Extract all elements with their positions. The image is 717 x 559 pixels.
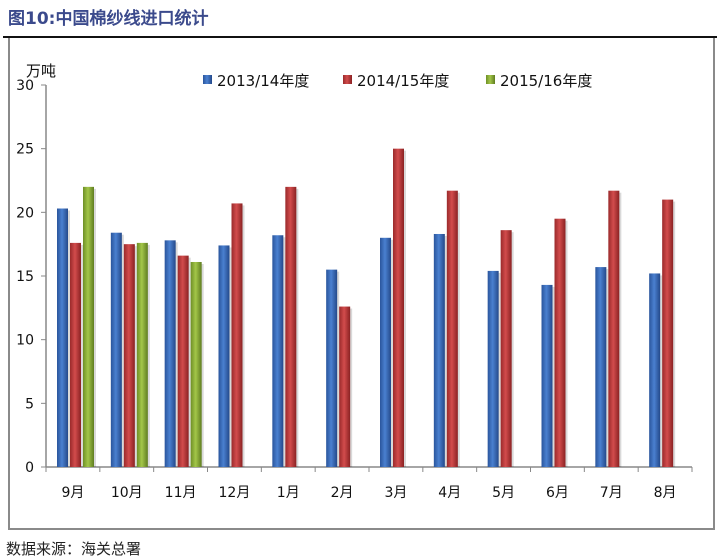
y-tick-label: 0 <box>25 460 34 476</box>
bar-2015/16年度-11月 <box>190 261 202 467</box>
x-tick-label: 3月 <box>384 485 407 501</box>
bar-2013/14年度-5月 <box>487 270 499 467</box>
x-tick-label: 12月 <box>219 485 251 501</box>
legend-label-1: 2014/15年度 <box>357 72 449 90</box>
bar-2014/15年度-10月 <box>123 244 135 467</box>
bar-2013/14年度-8月 <box>649 273 661 467</box>
x-tick-label: 10月 <box>111 485 143 501</box>
x-tick-label: 11月 <box>165 485 197 501</box>
chart-frame <box>8 38 715 530</box>
legend-swatch-2 <box>486 75 495 84</box>
x-tick-label: 5月 <box>492 485 515 501</box>
bar-2014/15年度-7月 <box>608 190 620 468</box>
bar-2015/16年度-10月 <box>136 242 148 467</box>
legend-swatch-1 <box>343 75 352 84</box>
legend-label-0: 2013/14年度 <box>217 72 309 90</box>
y-tick-label: 25 <box>16 142 34 158</box>
bar-2014/15年度-8月 <box>662 199 674 467</box>
bar-2013/14年度-7月 <box>595 267 607 467</box>
figure-title: 图10:中国棉纱线进口统计 <box>8 9 209 29</box>
bar-2013/14年度-11月 <box>164 240 176 467</box>
x-tick-label: 9月 <box>61 485 84 501</box>
source-note: 数据来源：海关总署 <box>6 540 142 558</box>
bar-2014/15年度-9月 <box>70 242 81 467</box>
bar-2014/15年度-3月 <box>393 148 404 467</box>
bar-2013/14年度-3月 <box>380 237 391 467</box>
bar-2014/15年度-2月 <box>339 306 351 467</box>
y-tick-label: 20 <box>16 205 34 221</box>
x-tick-label: 2月 <box>331 485 354 501</box>
x-tick-label: 8月 <box>654 485 677 501</box>
bar-2014/15年度-6月 <box>554 218 566 467</box>
title-rule <box>3 36 717 38</box>
bar-2013/14年度-2月 <box>326 269 338 467</box>
legend-swatch-0 <box>203 75 212 84</box>
bar-2013/14年度-12月 <box>218 245 230 467</box>
x-tick-label: 6月 <box>546 485 569 501</box>
bar-2013/14年度-4月 <box>433 233 445 467</box>
y-tick-label: 15 <box>16 269 34 285</box>
bar-2014/15年度-4月 <box>446 190 458 468</box>
x-tick-label: 7月 <box>600 485 623 501</box>
bar-2013/14年度-9月 <box>57 208 68 467</box>
x-tick-label: 4月 <box>438 485 461 501</box>
bar-2014/15年度-1月 <box>285 186 297 467</box>
bar-2013/14年度-10月 <box>110 232 122 467</box>
y-tick-label: 5 <box>25 396 34 412</box>
y-axis-label: 万吨 <box>26 62 56 80</box>
legend-label-2: 2015/16年度 <box>500 72 592 90</box>
x-tick-label: 1月 <box>277 485 300 501</box>
bar-2014/15年度-11月 <box>177 255 189 467</box>
y-tick-label: 30 <box>16 78 34 94</box>
bar-2014/15年度-5月 <box>500 230 512 467</box>
y-tick-label: 10 <box>16 333 34 349</box>
bar-2013/14年度-1月 <box>272 235 284 467</box>
bar-2015/16年度-9月 <box>83 186 94 467</box>
bar-2014/15年度-12月 <box>231 203 243 468</box>
bar-2013/14年度-6月 <box>541 284 553 467</box>
